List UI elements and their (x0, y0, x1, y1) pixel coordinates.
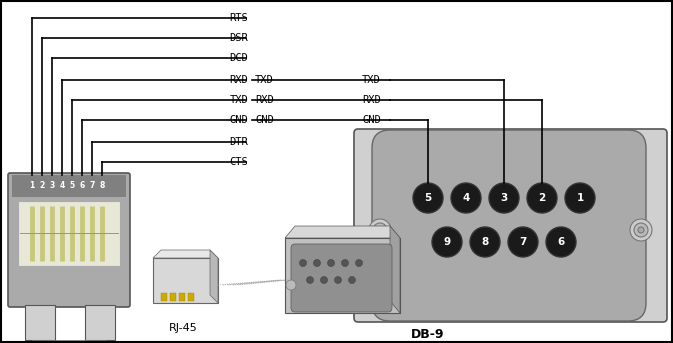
Bar (179, 293, 185, 301)
Bar (18, 201, 120, 266)
Circle shape (369, 219, 391, 241)
Text: 3: 3 (500, 193, 507, 203)
Circle shape (413, 183, 443, 213)
Circle shape (470, 227, 500, 257)
Bar (12, 175, 126, 197)
Circle shape (489, 183, 519, 213)
Text: 7: 7 (520, 237, 527, 247)
Text: TXD: TXD (229, 95, 248, 105)
Text: RXD: RXD (362, 95, 381, 105)
Circle shape (341, 260, 349, 267)
Bar (170, 293, 176, 301)
Circle shape (314, 260, 320, 267)
Text: 5: 5 (425, 193, 431, 203)
Bar (188, 293, 194, 301)
Text: DB-9: DB-9 (411, 328, 445, 341)
Circle shape (334, 276, 341, 284)
Text: 1: 1 (576, 193, 583, 203)
Bar (153, 258, 218, 303)
Text: 2: 2 (538, 193, 546, 203)
Polygon shape (285, 226, 400, 238)
Text: GND: GND (362, 115, 381, 125)
Circle shape (546, 227, 576, 257)
Circle shape (508, 227, 538, 257)
Text: TXD: TXD (362, 75, 381, 85)
Circle shape (349, 276, 355, 284)
Circle shape (377, 227, 383, 233)
Text: RXD: RXD (229, 75, 248, 85)
Text: 8: 8 (100, 181, 105, 190)
FancyBboxPatch shape (354, 129, 667, 322)
Circle shape (328, 260, 334, 267)
Circle shape (638, 227, 644, 233)
Bar (32, 340, 106, 343)
FancyBboxPatch shape (372, 130, 646, 321)
Bar (85, 305, 115, 340)
Text: 1: 1 (30, 181, 34, 190)
Circle shape (634, 223, 648, 237)
Circle shape (432, 227, 462, 257)
Text: GND: GND (255, 115, 274, 125)
Text: 4: 4 (462, 193, 470, 203)
Text: DCD: DCD (229, 53, 248, 63)
Bar (285, 238, 400, 313)
Text: 6: 6 (557, 237, 565, 247)
Circle shape (320, 276, 328, 284)
Bar (161, 293, 167, 301)
Text: CTS: CTS (229, 157, 248, 167)
Text: 8: 8 (481, 237, 489, 247)
Text: 9: 9 (444, 237, 450, 247)
Text: GND: GND (229, 115, 248, 125)
FancyBboxPatch shape (8, 173, 130, 307)
Text: 2: 2 (40, 181, 44, 190)
Circle shape (286, 280, 296, 290)
Text: 3: 3 (49, 181, 55, 190)
Circle shape (373, 223, 387, 237)
Text: 4: 4 (59, 181, 65, 190)
Circle shape (306, 276, 314, 284)
Text: RXD: RXD (255, 95, 274, 105)
Polygon shape (153, 250, 218, 258)
Polygon shape (390, 226, 400, 313)
Polygon shape (210, 250, 218, 303)
Circle shape (299, 260, 306, 267)
Circle shape (451, 183, 481, 213)
Circle shape (527, 183, 557, 213)
Text: RJ-45: RJ-45 (169, 323, 197, 333)
Text: 7: 7 (90, 181, 95, 190)
Text: TXD: TXD (255, 75, 274, 85)
Text: 6: 6 (79, 181, 85, 190)
Text: 5: 5 (69, 181, 75, 190)
Circle shape (355, 260, 363, 267)
Circle shape (565, 183, 595, 213)
FancyBboxPatch shape (291, 244, 392, 312)
Circle shape (630, 219, 652, 241)
Bar (25, 305, 55, 340)
Text: RTS: RTS (229, 13, 248, 23)
Text: DSR: DSR (229, 33, 248, 43)
Text: DTR: DTR (229, 137, 248, 147)
